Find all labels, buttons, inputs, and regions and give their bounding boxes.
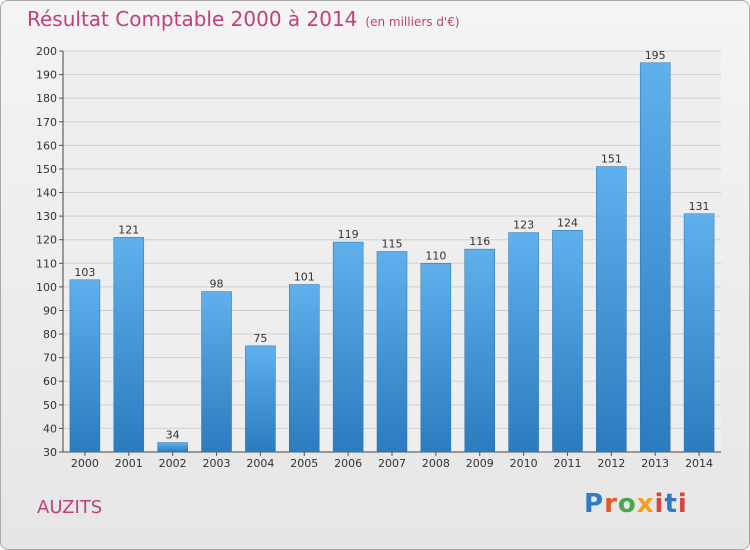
y-tick-label: 190	[36, 69, 57, 82]
x-tick-label: 2004	[246, 457, 274, 470]
bar	[245, 345, 276, 453]
data-label: 195	[645, 49, 666, 62]
data-label: 103	[74, 266, 95, 279]
data-label: 110	[425, 249, 446, 262]
y-tick-label: 140	[36, 187, 57, 200]
x-tick-label: 2009	[466, 457, 494, 470]
data-label: 101	[294, 271, 315, 284]
x-tick-label: 2003	[203, 457, 231, 470]
data-label: 98	[210, 278, 224, 291]
y-tick-label: 30	[43, 446, 57, 459]
x-tick-label: 2012	[597, 457, 625, 470]
x-tick-label: 2014	[685, 457, 713, 470]
x-tick-label: 2011	[553, 457, 581, 470]
bar	[464, 248, 495, 453]
x-tick-label: 2008	[422, 457, 450, 470]
bar	[596, 166, 627, 453]
data-label: 119	[338, 228, 359, 241]
chart-title-text: Résultat Comptable 2000 à 2014	[27, 7, 358, 31]
bar	[508, 232, 539, 453]
y-tick-label: 40	[43, 422, 57, 435]
bar	[639, 62, 671, 453]
y-tick-label: 60	[43, 375, 57, 388]
x-tick-label: 2002	[159, 457, 187, 470]
commune-name: AUZITS	[37, 497, 103, 518]
bar	[552, 230, 583, 453]
bar	[157, 442, 188, 453]
bar	[289, 284, 320, 453]
x-tick-label: 2013	[641, 457, 669, 470]
bar	[420, 263, 452, 453]
data-label: 131	[689, 200, 710, 213]
bar	[69, 279, 101, 453]
y-tick-label: 160	[36, 139, 57, 152]
x-tick-label: 2010	[510, 457, 538, 470]
y-tick-label: 180	[36, 92, 57, 105]
proxiti-logo: Proxiti	[584, 489, 688, 519]
bar	[332, 241, 364, 453]
y-tick-label: 90	[43, 304, 57, 317]
x-tick-label: 2005	[290, 457, 318, 470]
y-tick-label: 70	[43, 352, 57, 365]
bar	[376, 251, 408, 453]
x-tick-label: 2000	[71, 457, 99, 470]
data-label: 121	[118, 223, 139, 236]
y-tick-label: 100	[36, 281, 57, 294]
data-label: 124	[557, 216, 578, 229]
y-tick-label: 120	[36, 234, 57, 247]
x-tick-label: 2007	[378, 457, 406, 470]
y-tick-label: 50	[43, 399, 57, 412]
y-tick-label: 130	[36, 210, 57, 223]
chart-title: Résultat Comptable 2000 à 2014 (en millie…	[27, 7, 460, 31]
x-tick-label: 2006	[334, 457, 362, 470]
data-label: 75	[253, 332, 267, 345]
data-label: 115	[382, 238, 403, 251]
y-tick-label: 110	[36, 257, 57, 270]
data-label: 116	[469, 235, 490, 248]
x-tick-label: 2001	[115, 457, 143, 470]
bar	[113, 237, 145, 453]
data-label: 34	[166, 429, 180, 442]
chart-subtitle: (en milliers d'€)	[365, 15, 460, 29]
y-tick-label: 150	[36, 163, 57, 176]
y-tick-label: 200	[36, 45, 57, 58]
y-tick-label: 170	[36, 116, 57, 129]
data-label: 151	[601, 153, 622, 166]
bar	[683, 213, 715, 453]
data-label: 123	[513, 219, 534, 232]
y-tick-label: 80	[43, 328, 57, 341]
bar	[201, 291, 232, 453]
